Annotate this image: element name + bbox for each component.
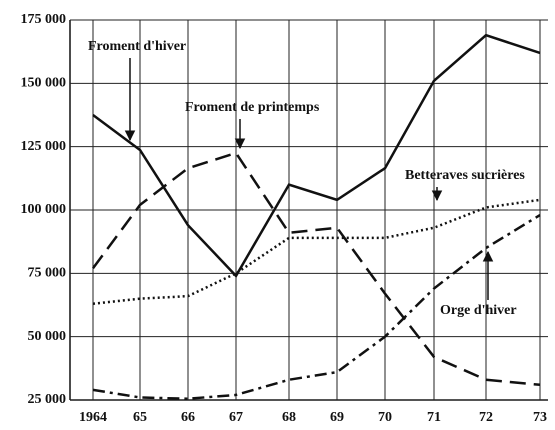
x-tick-label: 72 (479, 410, 493, 425)
x-tick-label: 67 (229, 410, 243, 425)
line-series (92, 33, 541, 278)
y-tick-label: 100 000 (21, 202, 67, 217)
x-tick-label: 69 (330, 410, 344, 425)
series-label: Betteraves sucrières (405, 168, 525, 183)
x-tick-label: 73 (533, 410, 547, 425)
x-tick-label: 68 (282, 410, 296, 425)
y-tick-label: 150 000 (21, 76, 67, 91)
x-tick-label: 65 (133, 410, 147, 425)
line-series (92, 198, 541, 305)
line-series (92, 213, 541, 400)
y-tick-label: 75 000 (28, 266, 67, 281)
y-tick-label: 175 000 (21, 12, 67, 27)
series-label: Froment de printemps (185, 100, 320, 115)
y-tick-label: 125 000 (21, 139, 67, 154)
x-tick-label: 66 (181, 410, 195, 425)
x-tick-label: 70 (378, 410, 392, 425)
y-tick-label: 50 000 (28, 329, 67, 344)
x-tick-label: 71 (427, 410, 441, 425)
x-tick-label: 1964 (79, 410, 107, 425)
y-tick-label: 25 000 (28, 392, 67, 407)
series-label: Orge d'hiver (440, 303, 517, 318)
line-series (91, 151, 541, 387)
series-label: Froment d'hiver (88, 39, 186, 54)
